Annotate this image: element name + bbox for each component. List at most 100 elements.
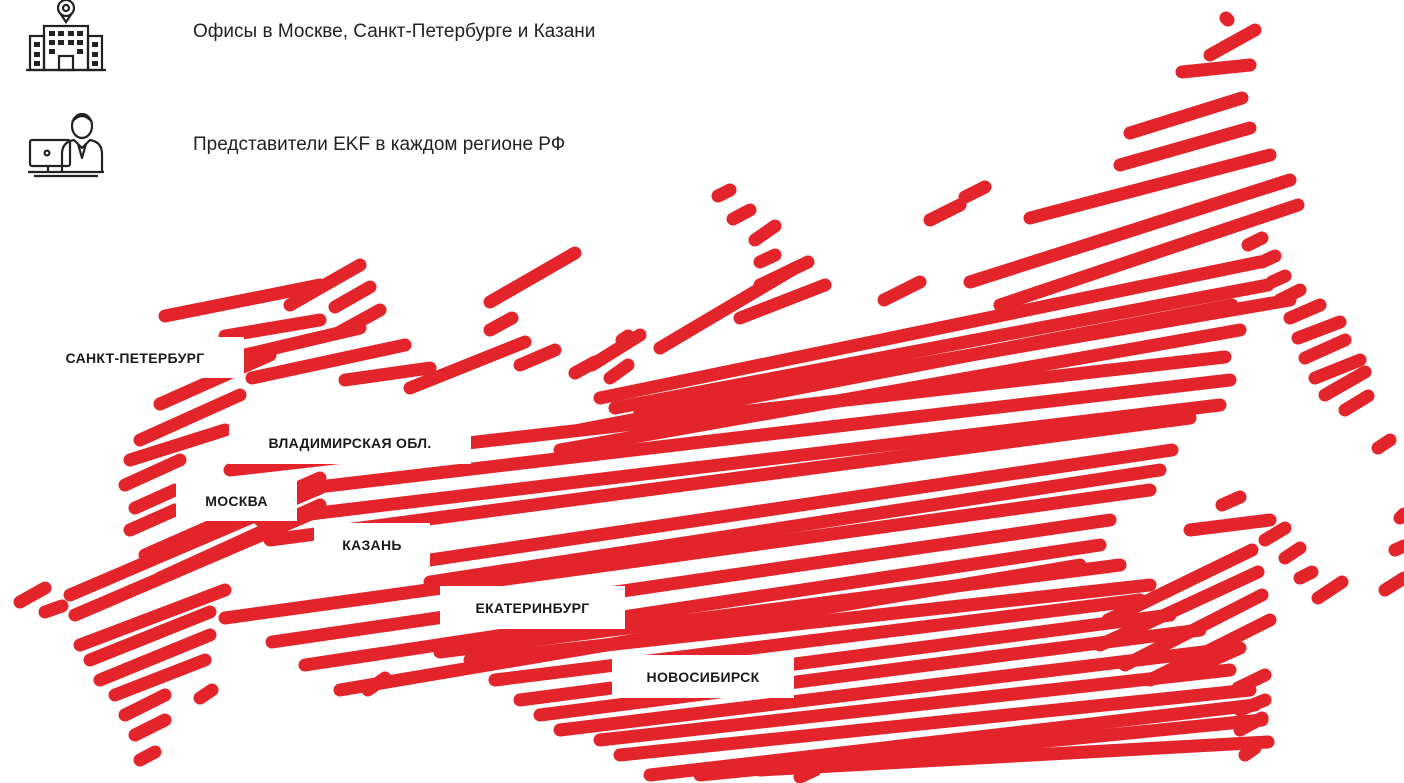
map-stripe [593, 255, 1267, 405]
map-stripe [463, 578, 1157, 667]
map-stripe [1215, 490, 1247, 512]
map-stripe [877, 275, 927, 307]
map-stripe [1233, 711, 1269, 737]
map-stripe [238, 321, 367, 362]
map-stripe [748, 219, 782, 247]
map-stripe [1101, 543, 1259, 627]
map-stripe [1298, 333, 1352, 365]
city-label-saint-petersburg: САНКТ-ПЕТЕРБУРГ [26, 337, 244, 378]
map-stripe [608, 278, 1275, 415]
map-stripe [593, 663, 1237, 747]
map-stripe [1113, 121, 1257, 172]
map-stripe [1371, 433, 1397, 455]
office-building-pin-icon [26, 0, 106, 72]
map-stripe [1378, 571, 1404, 597]
map-stripe [133, 745, 162, 767]
map-stripe [1265, 269, 1292, 289]
map-stripe [158, 278, 327, 323]
map-stripe [68, 503, 327, 622]
map-stripe [1283, 298, 1327, 325]
representative-computer-icon [28, 112, 104, 178]
map-stripe [263, 411, 1197, 547]
map-stripe [123, 423, 232, 467]
map-stripe [193, 683, 219, 705]
map-stripe [73, 583, 232, 652]
city-label-novosibirsk: НОВОСИБИРСК [612, 655, 794, 698]
map-stripe [533, 623, 1207, 722]
map-stripe [1093, 565, 1265, 652]
map-stripe [923, 198, 967, 227]
map-stripe [83, 605, 217, 667]
map-stripe [1241, 231, 1269, 252]
map-stripe [963, 173, 1297, 289]
city-label-moscow: МОСКВА [176, 481, 297, 521]
map-stripe [108, 653, 212, 702]
map-stripe [123, 503, 182, 537]
map-stripe [1338, 389, 1375, 417]
map-stripe [1311, 575, 1349, 605]
map-stripe [573, 298, 1239, 437]
map-stripe [603, 358, 635, 385]
map-stripe [253, 398, 1227, 527]
map-stripe [423, 463, 1167, 589]
map-stripe [1175, 58, 1257, 79]
map-stripe [615, 329, 635, 347]
map-stripe [958, 180, 992, 204]
map-stripe [483, 311, 519, 337]
map-stripe [711, 183, 737, 203]
map-stripe [328, 280, 377, 314]
city-label-vladimir-oblast: ВЛАДИМИРСКАЯ ОБЛ. [229, 421, 471, 464]
map-stripe [218, 313, 327, 343]
map-stripe [38, 599, 69, 619]
city-label-yekaterinburg: ЕКАТЕРИНБУРГ [440, 586, 625, 629]
map-stripe [361, 671, 392, 697]
map-stripe [128, 713, 172, 742]
map-stripe [218, 483, 1157, 625]
map-stripe [553, 643, 1227, 737]
map-stripe [643, 698, 1262, 782]
map-stripe [133, 388, 247, 447]
map-stripe [1231, 668, 1272, 695]
map-stripe [1203, 23, 1262, 62]
map-stripe [993, 198, 1305, 312]
map-stripe [118, 688, 172, 722]
map-stripe [153, 348, 277, 411]
map-stripe [1183, 641, 1247, 677]
map-stripe [726, 203, 757, 226]
map-stripe [1278, 541, 1307, 565]
map-stripe [1258, 521, 1292, 547]
feature-offices-text: Офисы в Москве, Санкт-Петербурге и Казан… [193, 21, 596, 42]
map-stripe [1255, 249, 1282, 269]
map-stripe [613, 683, 1257, 762]
map-stripe [1143, 613, 1277, 687]
map-stripe [653, 261, 802, 355]
map-stripe [338, 361, 437, 387]
map-stripe [1238, 741, 1262, 762]
map-stripe [1318, 365, 1372, 402]
map-stripe [1123, 91, 1249, 140]
map-stripe [733, 278, 832, 325]
map-stripe [1183, 513, 1277, 537]
map-stripe [243, 373, 1237, 502]
map-stripe [265, 513, 1117, 649]
map-stripe [1118, 588, 1269, 672]
map-stripe [1308, 353, 1367, 385]
map-stripe [128, 483, 182, 515]
map-stripe [568, 355, 602, 380]
map-stripe [488, 593, 1147, 687]
city-label-kazan: КАЗАНЬ [314, 523, 430, 566]
map-stripe [1273, 283, 1307, 307]
map-stripe [1023, 148, 1277, 225]
map-stripe [423, 443, 1179, 567]
map-stripe [433, 558, 1127, 659]
map-stripe [1219, 11, 1235, 27]
map-stripe [298, 538, 1107, 672]
map-stripe [1291, 315, 1347, 345]
map-stripe [118, 453, 187, 492]
map-stripe [13, 581, 52, 609]
map-stripe [1388, 539, 1404, 557]
map-stripe [753, 248, 782, 269]
feature-representatives-text: Представители EKF в каждом регионе РФ [193, 134, 566, 155]
map-stripe [513, 343, 562, 372]
